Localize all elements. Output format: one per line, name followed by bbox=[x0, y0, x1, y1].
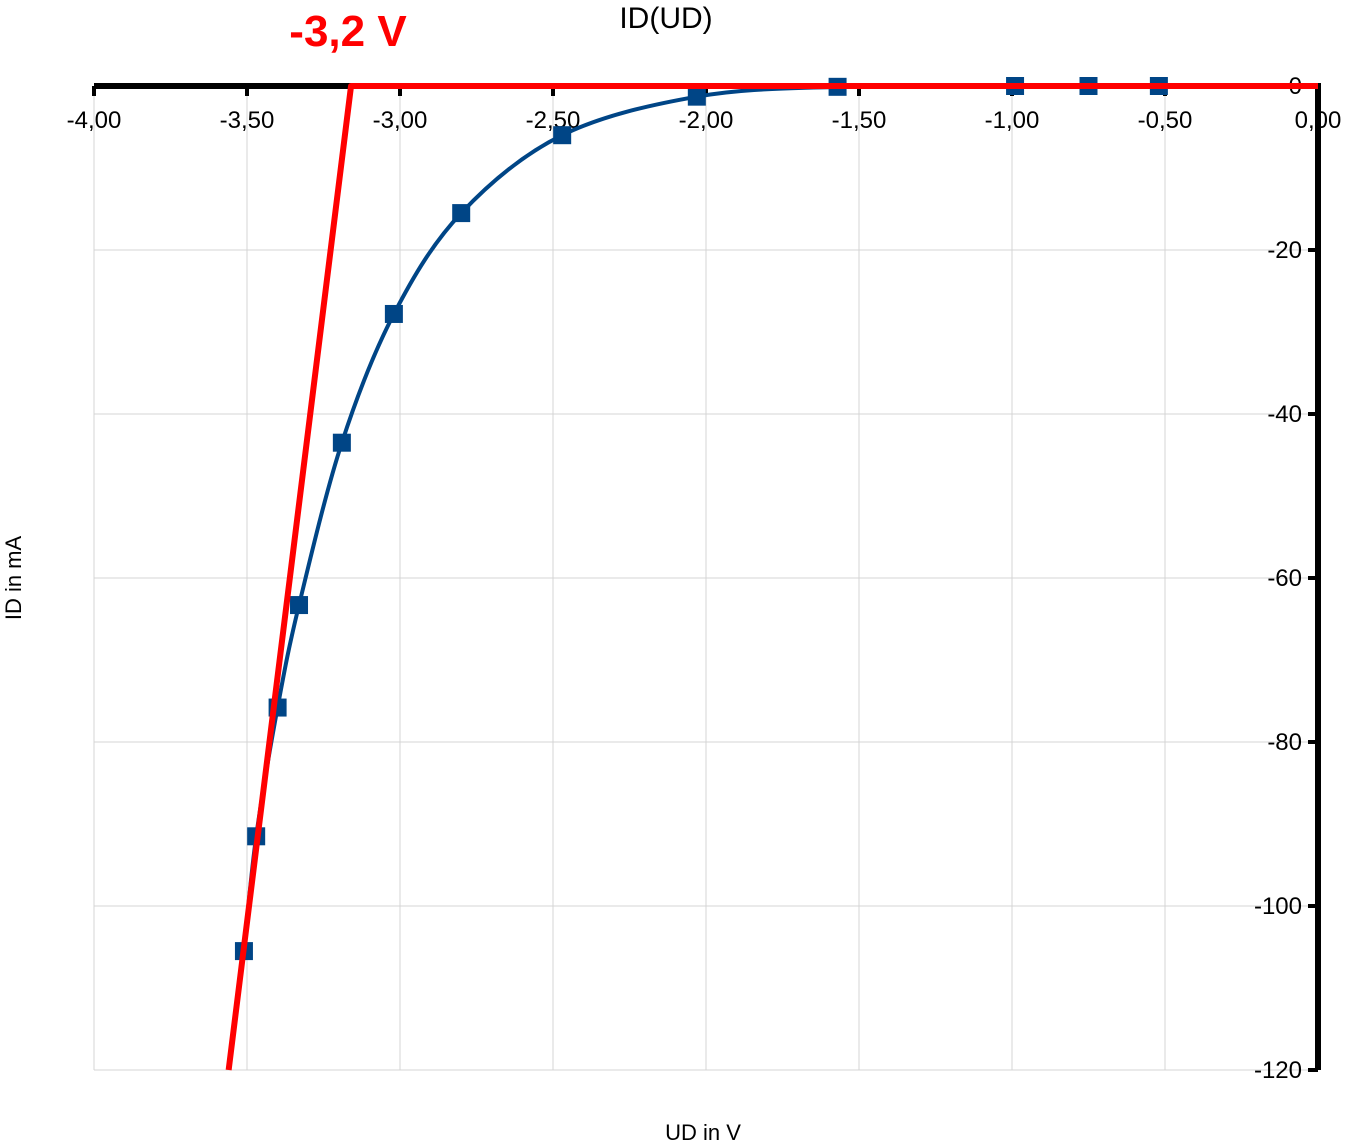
series-line-0 bbox=[241, 83, 1159, 952]
y-tick-label: -60 bbox=[1267, 565, 1302, 592]
y-axis-label: ID in mA bbox=[1, 536, 26, 621]
data-point bbox=[290, 596, 309, 615]
x-tick-label: -4,00 bbox=[67, 107, 122, 134]
series bbox=[225, 77, 1318, 1071]
y-tick-label: -120 bbox=[1254, 1057, 1302, 1084]
x-tick-label: -1,50 bbox=[832, 107, 887, 134]
series-line-1 bbox=[225, 83, 1318, 1071]
y-tick-label: -100 bbox=[1254, 893, 1302, 920]
annotation-cutoff-voltage: -3,2 V bbox=[289, 7, 407, 56]
chart-title: ID(UD) bbox=[619, 2, 712, 35]
grid bbox=[93, 85, 1319, 1071]
y-tick-labels: 0-20-40-60-80-100-120 bbox=[1254, 73, 1302, 1084]
x-tick-labels: -4,00 -3,50 -3,00 -2,50 -2,00 -1,50 -1,00 -0,50… bbox=[67, 107, 1342, 134]
data-point bbox=[332, 433, 351, 452]
data-point bbox=[452, 204, 471, 223]
x-tick-label: -1,00 bbox=[985, 107, 1040, 134]
y-tick-label: -80 bbox=[1267, 729, 1302, 756]
data-point bbox=[553, 126, 572, 145]
x-tick-label: -3,00 bbox=[373, 107, 428, 134]
x-tick-label: 0,00 bbox=[1295, 107, 1342, 134]
x-tick-label: -2,00 bbox=[679, 107, 734, 134]
x-axis-label: UD in V bbox=[665, 1120, 741, 1143]
y-tick-label: -20 bbox=[1267, 237, 1302, 264]
data-point bbox=[384, 304, 403, 323]
x-tick-label: -3,50 bbox=[220, 107, 275, 134]
y-tick-label: -40 bbox=[1267, 401, 1302, 428]
x-tick-label: -0,50 bbox=[1138, 107, 1193, 134]
data-point bbox=[687, 87, 706, 106]
